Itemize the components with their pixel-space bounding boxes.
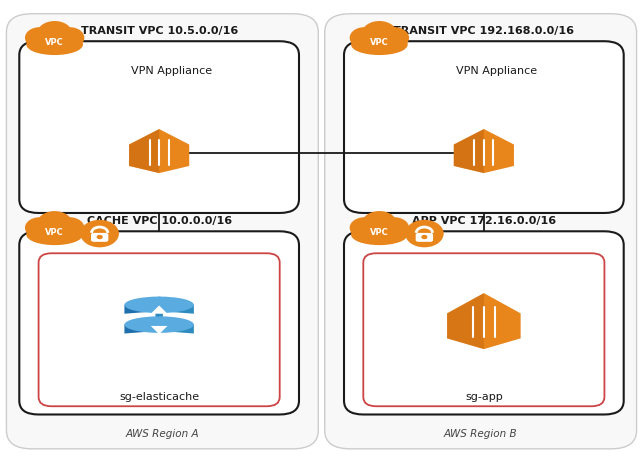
- FancyBboxPatch shape: [344, 231, 624, 414]
- Circle shape: [421, 235, 428, 239]
- Text: AWS Region B: AWS Region B: [444, 429, 518, 439]
- Ellipse shape: [26, 34, 83, 55]
- Circle shape: [379, 217, 409, 239]
- Polygon shape: [447, 293, 484, 349]
- Circle shape: [350, 217, 379, 239]
- Polygon shape: [129, 129, 189, 173]
- Text: sg-elasticache: sg-elasticache: [119, 392, 199, 402]
- Text: VPC: VPC: [45, 228, 64, 237]
- Text: VPC: VPC: [370, 38, 389, 47]
- Circle shape: [25, 217, 55, 239]
- Circle shape: [37, 21, 72, 46]
- Text: sg-app: sg-app: [465, 392, 503, 402]
- Circle shape: [55, 27, 84, 49]
- Polygon shape: [454, 129, 484, 173]
- Circle shape: [405, 220, 444, 247]
- Ellipse shape: [125, 316, 194, 333]
- FancyBboxPatch shape: [19, 41, 299, 213]
- FancyBboxPatch shape: [416, 233, 433, 242]
- FancyBboxPatch shape: [6, 14, 318, 449]
- Ellipse shape: [125, 297, 194, 313]
- Circle shape: [350, 27, 379, 49]
- Polygon shape: [125, 297, 159, 314]
- Text: VPC: VPC: [45, 38, 64, 47]
- Text: APP VPC 172.16.0.0/16: APP VPC 172.16.0.0/16: [412, 216, 556, 226]
- Ellipse shape: [354, 41, 405, 54]
- Circle shape: [96, 235, 103, 239]
- Ellipse shape: [29, 231, 80, 244]
- FancyBboxPatch shape: [19, 231, 299, 414]
- Polygon shape: [125, 316, 159, 333]
- Polygon shape: [151, 305, 167, 314]
- Circle shape: [362, 211, 397, 236]
- Circle shape: [362, 21, 397, 46]
- Text: TRANSIT VPC 10.5.0.0/16: TRANSIT VPC 10.5.0.0/16: [80, 26, 238, 36]
- FancyBboxPatch shape: [39, 253, 280, 406]
- Text: CACHE VPC 10.0.0.0/16: CACHE VPC 10.0.0.0/16: [87, 216, 231, 226]
- FancyBboxPatch shape: [344, 41, 624, 213]
- FancyBboxPatch shape: [91, 233, 108, 242]
- Ellipse shape: [351, 224, 408, 245]
- Polygon shape: [159, 316, 194, 333]
- Polygon shape: [454, 129, 514, 173]
- Ellipse shape: [354, 231, 405, 244]
- Ellipse shape: [29, 41, 80, 54]
- Polygon shape: [129, 129, 159, 173]
- Text: VPN Appliance: VPN Appliance: [456, 66, 538, 76]
- Circle shape: [55, 217, 84, 239]
- Polygon shape: [151, 326, 167, 334]
- Circle shape: [80, 220, 119, 247]
- Text: TRANSIT VPC 192.168.0.0/16: TRANSIT VPC 192.168.0.0/16: [394, 26, 574, 36]
- FancyBboxPatch shape: [325, 14, 637, 449]
- FancyBboxPatch shape: [156, 311, 163, 332]
- Text: VPN Appliance: VPN Appliance: [131, 66, 213, 76]
- Text: VPC: VPC: [370, 228, 389, 237]
- Circle shape: [25, 27, 55, 49]
- Polygon shape: [447, 293, 521, 349]
- Ellipse shape: [26, 224, 83, 245]
- Ellipse shape: [351, 34, 408, 55]
- Circle shape: [37, 211, 72, 236]
- Text: AWS Region A: AWS Region A: [125, 429, 199, 439]
- Polygon shape: [159, 297, 194, 314]
- Circle shape: [379, 27, 409, 49]
- FancyBboxPatch shape: [363, 253, 604, 406]
